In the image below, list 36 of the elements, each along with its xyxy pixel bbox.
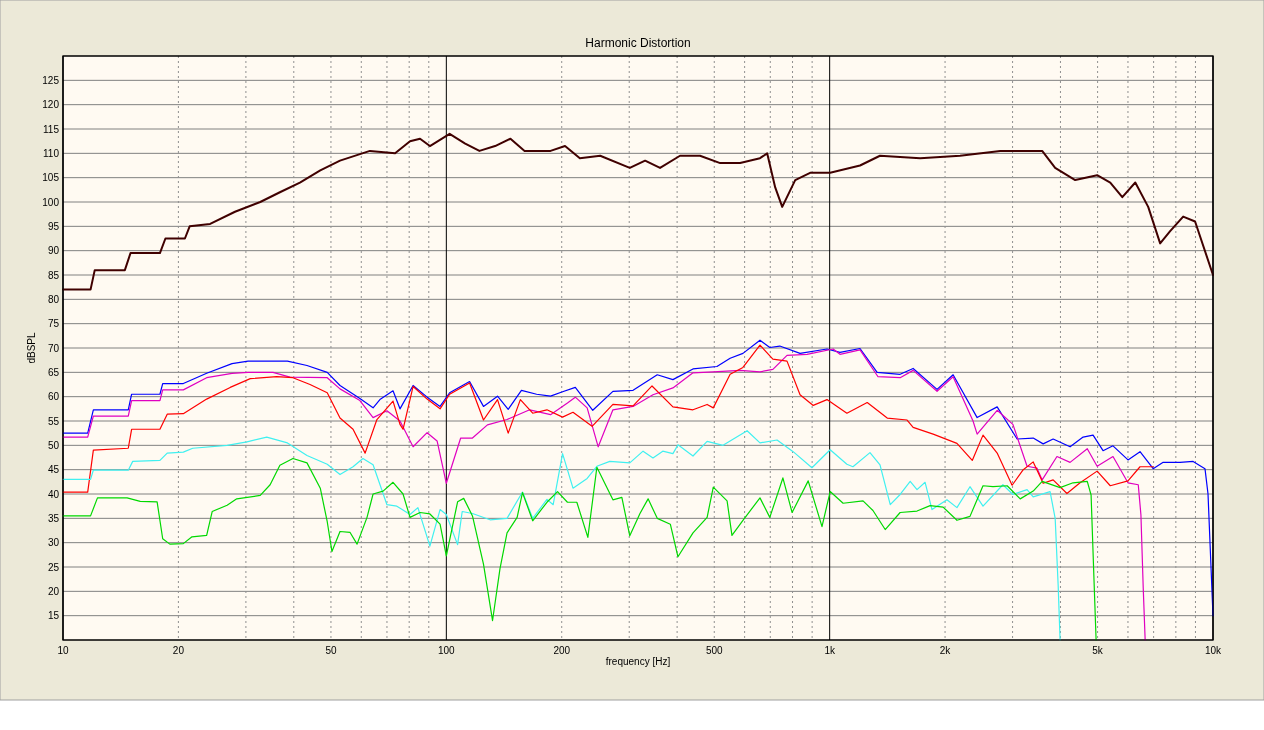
x-axis-title: frequency [Hz]: [605, 656, 671, 667]
y-tick-label: 60: [47, 391, 60, 403]
y-tick-label: 20: [47, 585, 60, 597]
y-tick-label: 30: [47, 537, 60, 549]
y-tick-label: 90: [47, 245, 60, 257]
y-tick-label: 115: [43, 123, 60, 135]
y-tick-label: 125: [42, 74, 60, 86]
y-tick-label: 35: [47, 512, 60, 524]
y-tick-label: 65: [47, 366, 60, 378]
y-tick-label: 110: [43, 147, 60, 159]
y-tick-label: 75: [47, 318, 60, 330]
x-tick-label: 100: [437, 645, 456, 656]
x-tick-label: 20: [172, 645, 185, 656]
y-tick-label: 70: [47, 342, 60, 354]
y-tick-label: 55: [47, 415, 60, 427]
y-tick-label: 40: [47, 488, 60, 500]
x-tick-label: 50: [325, 645, 337, 656]
x-tick-label: 500: [705, 645, 724, 656]
y-tick-label: 80: [47, 293, 60, 305]
chart-title: Harmonic Distortion: [585, 36, 691, 50]
y-tick-label: 25: [47, 561, 60, 573]
x-tick-label: 10: [57, 645, 69, 656]
x-tick-label: 1k: [824, 645, 836, 656]
y-tick-label: 45: [47, 464, 60, 476]
y-axis-title: dBSPL: [26, 332, 37, 364]
y-tick-label: 105: [42, 172, 60, 184]
y-tick-label: 120: [42, 99, 60, 111]
y-tick-label: 15: [47, 610, 60, 622]
y-tick-label: 100: [42, 196, 60, 208]
x-tick-label: 2k: [939, 645, 952, 656]
y-tick-label: 85: [47, 269, 60, 281]
x-tick-label: 10k: [1204, 645, 1223, 656]
y-tick-label: 95: [47, 220, 60, 232]
y-tick-label: 50: [47, 439, 60, 451]
x-tick-label: 200: [553, 645, 571, 656]
x-tick-label: 5k: [1092, 645, 1104, 656]
